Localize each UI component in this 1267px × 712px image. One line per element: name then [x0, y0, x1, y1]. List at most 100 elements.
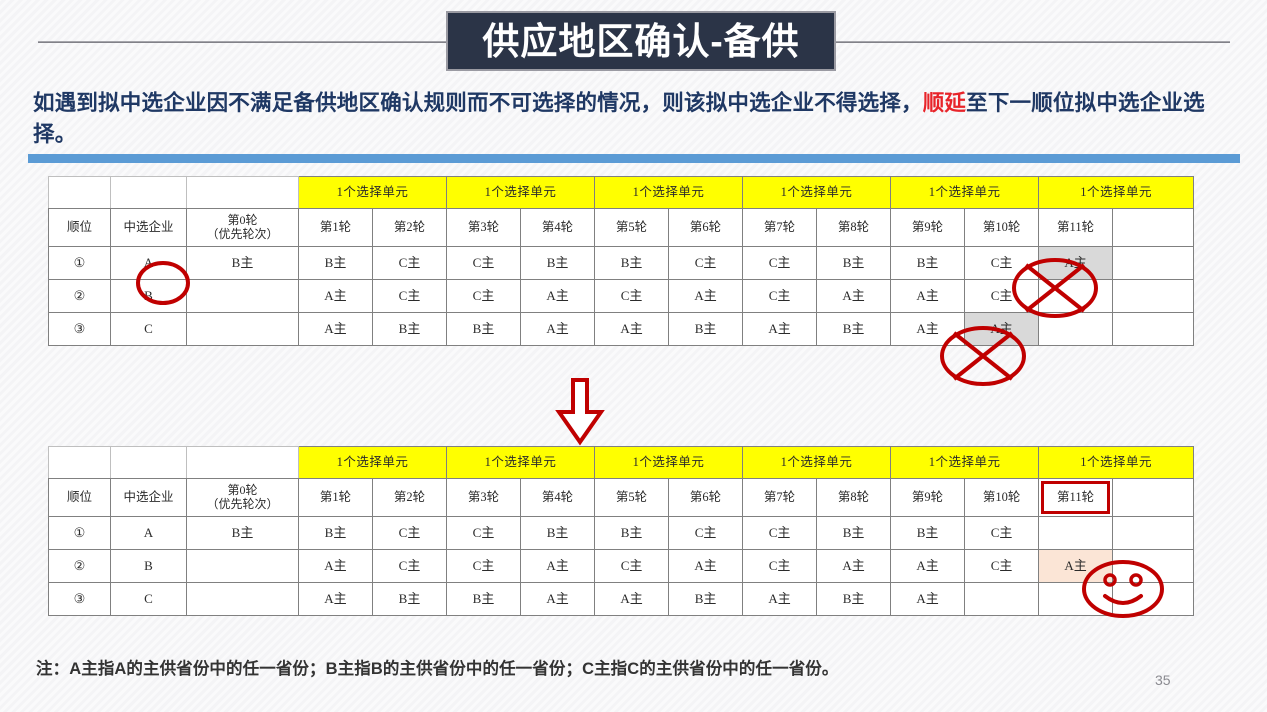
cell-round-5: A主: [594, 312, 670, 346]
cell-rank: ①: [48, 246, 111, 280]
cell-round-11: [1038, 312, 1114, 346]
subtitle-text-part2: 至下一顺位拟中选企业选择。: [33, 91, 1205, 146]
cell-rank: ②: [48, 279, 111, 313]
selection-unit-5: 1个选择单元: [890, 176, 1040, 209]
table-row: ② B A主 C主 C主 A主 C主 A主 C主 A主 A主 C主 A主: [48, 549, 1195, 583]
header-round-11: 第11轮: [1038, 208, 1114, 247]
selection-unit-4: 1个选择单元: [742, 446, 892, 479]
cell-round-10: C主: [964, 516, 1040, 550]
cell-round-4: A主: [520, 279, 596, 313]
cell-round-11: [1038, 516, 1114, 550]
header-round-1: 第1轮: [298, 208, 373, 247]
subtitle-highlight: 顺延: [922, 91, 967, 115]
cell-round-11-selected: A主: [1038, 549, 1114, 583]
cell-company: A: [110, 246, 187, 280]
table-after-adjustment: 1个选择单元 1个选择单元 1个选择单元 1个选择单元 1个选择单元 1个选择单…: [48, 446, 1195, 616]
header-round-11-highlighted: 第11轮: [1038, 478, 1114, 517]
cell-round-7: C主: [742, 279, 818, 313]
page-number: 35: [1155, 672, 1171, 688]
page-title: 供应地区确认-备供: [482, 20, 800, 62]
cell-round-3: C主: [446, 246, 522, 280]
cell-round-1: A主: [298, 549, 373, 583]
header-round-3: 第3轮: [446, 478, 522, 517]
cell-round-9: A主: [890, 549, 966, 583]
cell-round-1: A主: [298, 582, 373, 616]
cell-round-9: B主: [890, 516, 966, 550]
cell-round-5: C主: [594, 279, 670, 313]
header-round-11-label: 第11轮: [1057, 490, 1095, 505]
header-round-6: 第6轮: [668, 478, 744, 517]
cell-round-7: A主: [742, 582, 818, 616]
cell-trailing-blank: [1112, 246, 1195, 280]
cell-round-4: B主: [520, 246, 596, 280]
header-round-2: 第2轮: [371, 208, 448, 247]
cell-round-2: B主: [371, 582, 448, 616]
cell-round-2: B主: [371, 312, 448, 346]
header-company: 中选企业: [110, 208, 187, 247]
subtitle-text-part1: 如遇到拟中选企业因不满足备供地区确认规则而不可选择的情况，则该拟中选企业不得选择…: [33, 91, 923, 115]
header-round-10: 第10轮: [964, 208, 1040, 247]
table-row: ② B A主 C主 C主 A主 C主 A主 C主 A主 A主 C主: [48, 279, 1195, 313]
cell-round-6: A主: [668, 279, 744, 313]
cell-company: B: [110, 549, 187, 583]
cell-round0: B主: [186, 246, 299, 280]
table-row: ① A B主 B主 C主 C主 B主 B主 C主 C主 B主 B主 C主 A主: [48, 246, 1195, 280]
cell-round-4: B主: [520, 516, 596, 550]
table-before-adjustment: 1个选择单元 1个选择单元 1个选择单元 1个选择单元 1个选择单元 1个选择单…: [48, 176, 1195, 346]
down-arrow-icon: [555, 378, 605, 446]
cell-company: C: [110, 582, 187, 616]
header-round-7: 第7轮: [742, 478, 818, 517]
cell-round-8: B主: [816, 582, 892, 616]
cell-round-5: A主: [594, 582, 670, 616]
cell-round-8: B主: [816, 516, 892, 550]
cell-round0: [186, 582, 299, 616]
cell-round-8: A主: [816, 279, 892, 313]
cell-round-8: B主: [816, 312, 892, 346]
cell-trailing-blank: [1112, 549, 1195, 583]
header-round-2: 第2轮: [371, 478, 448, 517]
cell-round-8: B主: [816, 246, 892, 280]
cell-round-2: C主: [371, 516, 448, 550]
header-trailing-blank: [1112, 208, 1195, 247]
footnote-text: 注：A主指A的主供省份中的任一省份；B主指B的主供省份中的任一省份；C主指C的主…: [36, 660, 839, 678]
header-round0-line1: 第0轮: [227, 213, 258, 228]
cell-round-7: A主: [742, 312, 818, 346]
cell-company: C: [110, 312, 187, 346]
cell-round-10-blocked: A主: [964, 312, 1040, 346]
cell-round-10: C主: [964, 549, 1040, 583]
selection-unit-3: 1个选择单元: [594, 446, 744, 479]
cell-round-7: C主: [742, 549, 818, 583]
selection-unit-6: 1个选择单元: [1038, 446, 1195, 479]
cell-round-1: B主: [298, 516, 373, 550]
cell-rank: ②: [48, 549, 111, 583]
cell-round-5: C主: [594, 549, 670, 583]
header-round-10: 第10轮: [964, 478, 1040, 517]
header-round-4: 第4轮: [520, 478, 596, 517]
cell-round-6: A主: [668, 549, 744, 583]
cell-round-9: A主: [890, 312, 966, 346]
header-round-8: 第8轮: [816, 478, 892, 517]
cell-company: A: [110, 516, 187, 550]
cell-round-2: C主: [371, 279, 448, 313]
header-round-9: 第9轮: [890, 478, 966, 517]
header-round-5: 第5轮: [594, 208, 670, 247]
table-row-unit-header: 1个选择单元 1个选择单元 1个选择单元 1个选择单元 1个选择单元 1个选择单…: [48, 176, 1195, 209]
cell-round0: [186, 279, 299, 313]
header-round-7: 第7轮: [742, 208, 818, 247]
cell-rank: ③: [48, 312, 111, 346]
cell-trailing-blank: [1112, 582, 1195, 616]
cell-round-4: A主: [520, 549, 596, 583]
cell-round-9: A主: [890, 582, 966, 616]
cell-round-6: B主: [668, 582, 744, 616]
cell-round-6: C主: [668, 246, 744, 280]
slide-subtitle: 如遇到拟中选企业因不满足备供地区确认规则而不可选择的情况，则该拟中选企业不得选择…: [33, 88, 1238, 150]
cell-round0: B主: [186, 516, 299, 550]
header-round0: 第0轮 （优先轮次）: [186, 478, 299, 517]
header-round-4: 第4轮: [520, 208, 596, 247]
cell-round-1: A主: [298, 312, 373, 346]
cell-round-2: C主: [371, 246, 448, 280]
unit-spacer-rank: [48, 446, 111, 479]
unit-spacer-round0: [186, 176, 299, 209]
selection-unit-3: 1个选择单元: [594, 176, 744, 209]
cell-trailing-blank: [1112, 312, 1195, 346]
